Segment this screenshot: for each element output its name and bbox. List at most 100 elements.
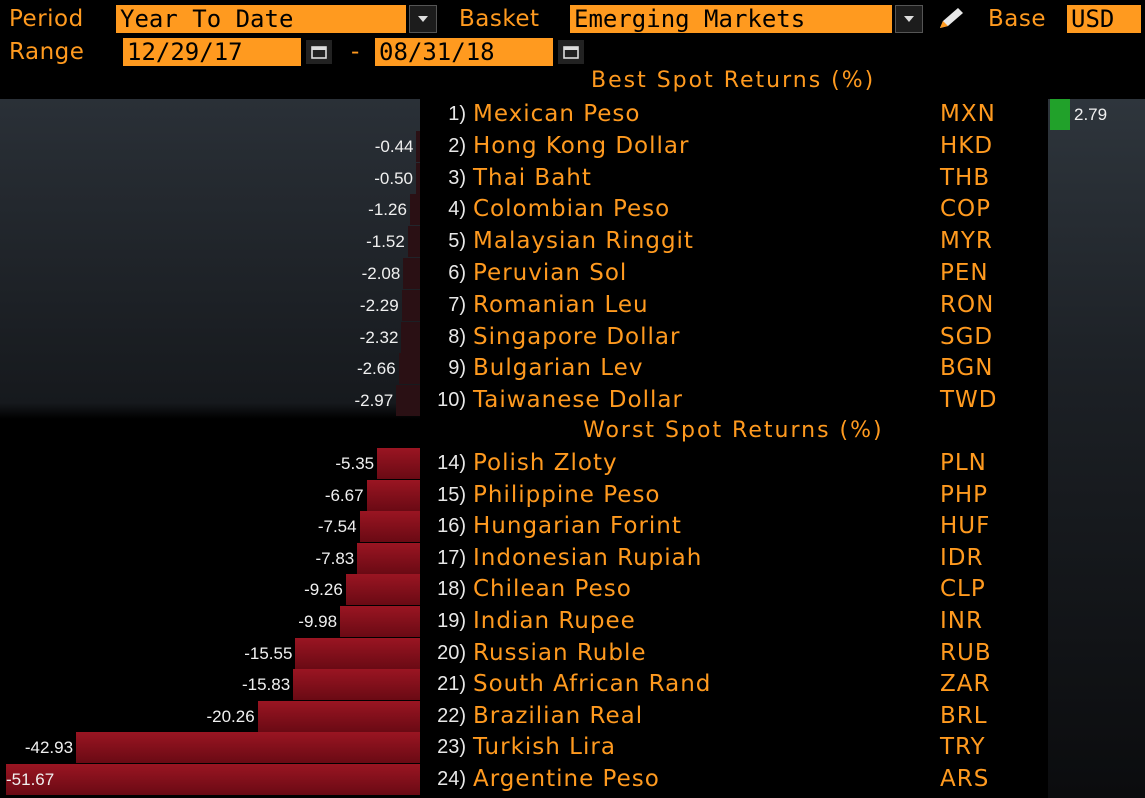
table-row[interactable]: -15.83 21) South African Rand ZAR — [0, 669, 1145, 701]
table-row[interactable]: -0.44 2) Hong Kong Dollar HKD — [0, 130, 1145, 162]
negative-return-bar — [359, 511, 420, 543]
table-row[interactable]: -42.93 23) Turkish Lira TRY — [0, 732, 1145, 764]
currency-name[interactable]: Russian Ruble — [473, 639, 647, 666]
table-row[interactable]: -51.67 24) Argentine Peso ARS — [0, 764, 1145, 795]
currency-name[interactable]: Hungarian Forint — [473, 513, 682, 540]
table-row[interactable]: -9.98 19) Indian Rupee INR — [0, 606, 1145, 637]
best-returns-title: Best Spot Returns (%) — [591, 68, 876, 93]
return-value: -2.29 — [359, 295, 399, 315]
currency-name[interactable]: Philippine Peso — [473, 481, 661, 508]
currency-name[interactable]: Chilean Peso — [473, 576, 632, 603]
table-row[interactable]: -20.26 22) Brazilian Real BRL — [0, 700, 1145, 732]
currency-name[interactable]: Romanian Leu — [473, 291, 649, 318]
currency-name[interactable]: Thai Baht — [473, 164, 592, 191]
currency-code[interactable]: SGD — [940, 323, 994, 350]
currency-name[interactable]: Bulgarian Lev — [473, 355, 644, 382]
calendar-icon — [563, 46, 579, 59]
table-row[interactable]: -7.83 17) Indonesian Rupiah IDR — [0, 542, 1145, 574]
currency-code[interactable]: COP — [940, 196, 992, 223]
negative-return-bar — [6, 764, 420, 795]
currency-name[interactable]: Singapore Dollar — [473, 323, 681, 350]
return-value: -9.98 — [298, 612, 338, 631]
return-value: -15.55 — [244, 643, 293, 663]
currency-code[interactable]: BRL — [940, 702, 988, 729]
return-value: -2.66 — [356, 359, 396, 379]
currency-code[interactable]: MYR — [940, 228, 993, 255]
basket-dropdown-button[interactable] — [895, 5, 923, 33]
basket-select[interactable]: Emerging Markets — [570, 5, 892, 33]
range-start-field[interactable]: 12/29/17 — [123, 38, 301, 66]
table-row[interactable]: -2.08 6) Peruvian Sol PEN — [0, 258, 1145, 289]
currency-code[interactable]: TRY — [940, 734, 986, 761]
negative-return-bar — [357, 542, 420, 574]
currency-code[interactable]: INR — [940, 608, 983, 634]
row-rank: 6) — [448, 262, 466, 284]
return-value: -2.97 — [354, 391, 394, 411]
negative-return-bar — [401, 289, 420, 321]
currency-name[interactable]: Polish Zloty — [473, 450, 618, 476]
base-currency-field[interactable]: USD — [1067, 5, 1141, 33]
currency-code[interactable]: HUF — [940, 513, 991, 540]
currency-name[interactable]: Indonesian Rupiah — [473, 544, 703, 571]
currency-code[interactable]: RON — [940, 291, 995, 318]
table-row[interactable]: -2.97 10) Taiwanese Dollar TWD — [0, 385, 1145, 417]
table-row[interactable]: -1.26 4) Colombian Peso COP — [0, 194, 1145, 226]
table-row[interactable]: -6.67 15) Philippine Peso PHP — [0, 479, 1145, 511]
currency-code[interactable]: MXN — [940, 101, 996, 127]
currency-code[interactable]: ZAR — [940, 671, 991, 698]
currency-code[interactable]: BGN — [940, 355, 994, 382]
row-rank: 16) — [437, 515, 466, 538]
table-row[interactable]: -1.52 5) Malaysian Ringgit MYR — [0, 226, 1145, 258]
pencil-icon[interactable] — [934, 6, 966, 32]
currency-name[interactable]: Malaysian Ringgit — [473, 228, 694, 255]
table-row[interactable]: -9.26 18) Chilean Peso CLP — [0, 574, 1145, 606]
currency-code[interactable]: ARS — [940, 766, 990, 792]
table-row[interactable]: -2.66 9) Bulgarian Lev BGN — [0, 353, 1145, 385]
table-row[interactable]: -7.54 16) Hungarian Forint HUF — [0, 511, 1145, 543]
negative-return-bar — [293, 669, 420, 701]
currency-name[interactable]: Taiwanese Dollar — [473, 387, 683, 414]
range-end-calendar-button[interactable] — [558, 40, 584, 64]
table-row[interactable]: -0.50 3) Thai Baht THB — [0, 162, 1145, 194]
period-dropdown-button[interactable] — [409, 5, 437, 33]
currency-name[interactable]: Colombian Peso — [473, 196, 671, 223]
row-rank: 9) — [448, 357, 466, 380]
range-start-calendar-button[interactable] — [306, 40, 332, 64]
currency-code[interactable]: CLP — [940, 576, 986, 603]
currency-name[interactable]: Indian Rupee — [473, 608, 636, 634]
currency-name[interactable]: Mexican Peso — [473, 101, 641, 127]
currency-code[interactable]: HKD — [940, 132, 994, 159]
return-value: -7.83 — [315, 548, 355, 568]
row-rank: 19) — [437, 610, 466, 632]
currency-code[interactable]: PHP — [940, 481, 989, 508]
currency-name[interactable]: Brazilian Real — [473, 702, 644, 729]
currency-name[interactable]: Hong Kong Dollar — [473, 132, 690, 159]
table-row[interactable]: -2.32 8) Singapore Dollar SGD — [0, 321, 1145, 353]
currency-code[interactable]: TWD — [940, 387, 998, 414]
row-rank: 1) — [448, 103, 466, 125]
currency-name[interactable]: Peruvian Sol — [473, 260, 628, 286]
negative-return-bar — [398, 353, 420, 385]
calendar-icon — [311, 46, 327, 59]
table-row[interactable]: -15.55 20) Russian Ruble RUB — [0, 637, 1145, 669]
currency-code[interactable]: IDR — [940, 544, 984, 571]
table-row[interactable]: -5.35 14) Polish Zloty PLN — [0, 448, 1145, 479]
currency-code[interactable]: THB — [940, 164, 991, 191]
currency-code[interactable]: PEN — [940, 260, 989, 286]
row-rank: 8) — [448, 325, 466, 348]
currency-name[interactable]: Argentine Peso — [473, 766, 660, 792]
currency-code[interactable]: PLN — [940, 450, 987, 476]
period-select[interactable]: Year To Date — [116, 5, 406, 33]
table-row[interactable]: 2.79 1) Mexican Peso MXN — [0, 99, 1145, 130]
currency-name[interactable]: Turkish Lira — [473, 734, 616, 761]
currency-code[interactable]: RUB — [940, 639, 992, 666]
currency-name[interactable]: South African Rand — [473, 671, 712, 698]
positive-return-bar — [1050, 99, 1070, 130]
return-value: -51.67 — [6, 770, 55, 789]
row-rank: 18) — [437, 578, 466, 601]
range-end-field[interactable]: 08/31/18 — [375, 38, 553, 66]
negative-return-bar — [396, 385, 420, 417]
base-label: Base — [988, 6, 1047, 32]
chevron-down-icon — [418, 16, 428, 22]
table-row[interactable]: -2.29 7) Romanian Leu RON — [0, 289, 1145, 321]
